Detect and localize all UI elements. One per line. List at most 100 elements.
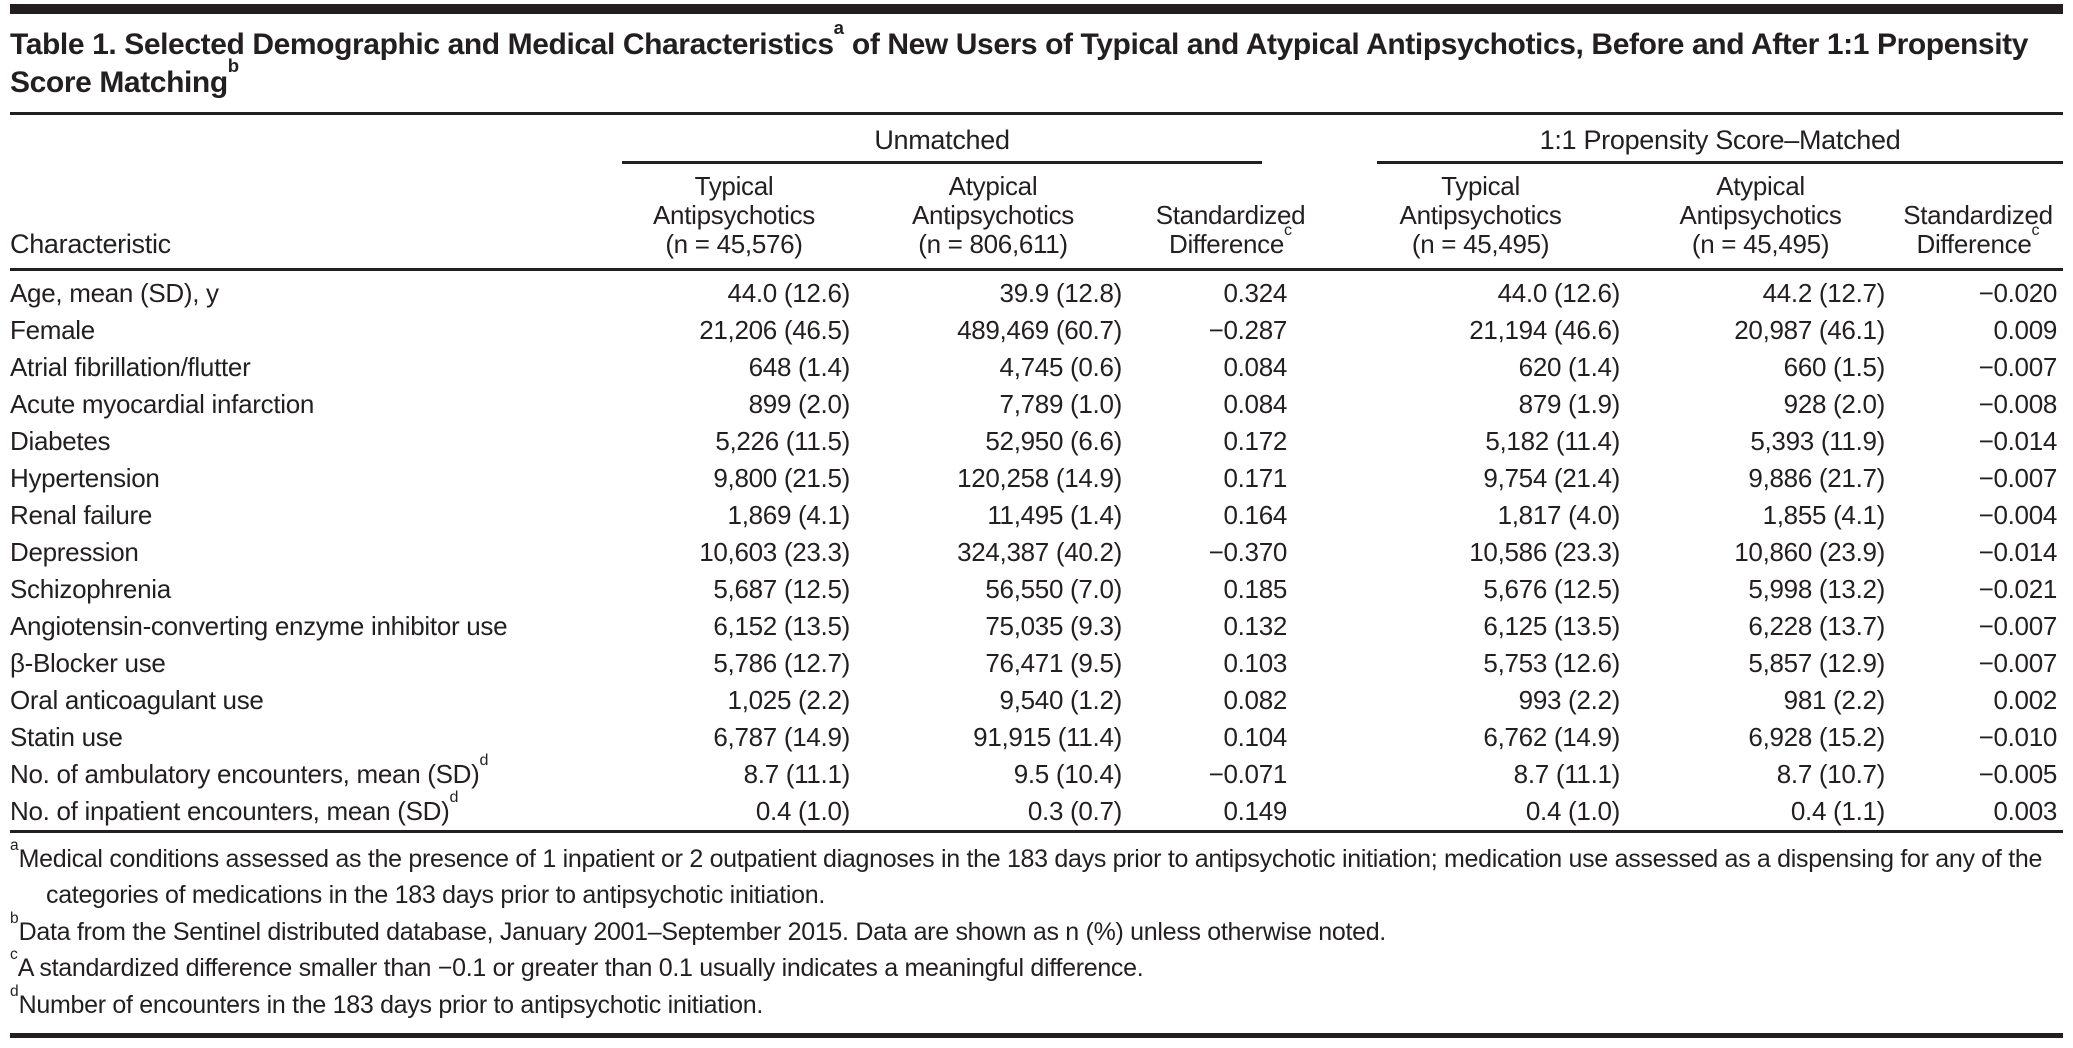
table-body: Age, mean (SD), y 44.0 (12.6) 39.9 (12.8… (10, 269, 2064, 833)
cell-matched-std-diff: −0.020 (1978, 277, 2058, 308)
cell-unmatched-std-diff: 0.084 (1223, 388, 1288, 419)
cell-unmatched-std-diff: 0.185 (1223, 573, 1288, 604)
cell-matched-atypical: 6,228 (13.7) (1748, 610, 1886, 641)
cell-unmatched-atypical: 9.5 (10.4) (1013, 758, 1123, 789)
cell-matched-typical: 8.7 (11.1) (1513, 758, 1621, 789)
table-title: Table 1. Selected Demographic and Medica… (10, 18, 2063, 102)
column-header-matched-std-diff: Standardized Differencec (1893, 163, 2064, 271)
cell-unmatched-typical: 5,786 (12.7) (713, 647, 850, 678)
table-row: Renal failure 1,869 (4.1) 11,495 (1.4) 0… (10, 497, 2063, 534)
top-rule (10, 4, 2063, 14)
cell-unmatched-typical: 5,226 (11.5) (715, 425, 850, 456)
characteristic-label: Schizophrenia (10, 573, 171, 604)
cell-unmatched-std-diff: 0.171 (1223, 462, 1288, 493)
cell-unmatched-std-diff: 0.103 (1223, 647, 1288, 678)
cell-matched-std-diff: −0.010 (1978, 721, 2058, 752)
group-header-row: Unmatched 1:1 Propensity Score–Matched (10, 115, 2064, 164)
cell-matched-atypical: 0.4 (1.1) (1628, 792, 1894, 833)
characteristic-label: Atrial fibrillation/flutter (10, 351, 251, 382)
characteristics-table: Unmatched 1:1 Propensity Score–Matched C… (10, 115, 2064, 833)
cell-unmatched-typical: 10,603 (23.3) (699, 536, 850, 567)
cell-unmatched-atypical: 324,387 (40.2) (957, 536, 1122, 567)
cell-matched-typical: 5,753 (12.6) (1483, 647, 1621, 678)
column-header-unmatched-typical: Typical Antipsychotics (n = 45,576) (610, 163, 858, 271)
cell-matched-typical: 5,182 (11.4) (1485, 425, 1621, 456)
characteristic-label: Hypertension (10, 462, 160, 493)
cell-matched-typical: 44.0 (12.6) (1497, 277, 1621, 308)
cell-matched-typical: 620 (1.4) (1518, 351, 1621, 382)
cell-matched-typical: 10,586 (23.3) (1469, 536, 1621, 567)
cell-unmatched-std-diff: −0.071 (1208, 758, 1288, 789)
characteristic-label: β-Blocker use (10, 647, 166, 678)
cell-unmatched-typical: 6,152 (13.5) (713, 610, 850, 641)
cell-matched-atypical: 928 (2.0) (1783, 388, 1886, 419)
table-row: Schizophrenia 5,687 (12.5) 56,550 (7.0) … (10, 571, 2063, 608)
title-footnote-marker-b: b (227, 54, 240, 76)
footnote: cA standardized difference smaller than … (10, 946, 1144, 983)
table-row: Hypertension 9,800 (21.5) 120,258 (14.9)… (10, 460, 2063, 497)
cell-matched-std-diff: 0.009 (1993, 314, 2058, 345)
cell-matched-std-diff: −0.005 (1978, 758, 2058, 789)
cell-matched-atypical: 44.2 (12.7) (1762, 277, 1886, 308)
cell-unmatched-std-diff: 0.164 (1223, 499, 1288, 530)
cell-unmatched-atypical: 75,035 (9.3) (985, 610, 1122, 641)
cell-matched-std-diff: −0.007 (1978, 351, 2058, 382)
footnotes: aMedical conditions assessed as the pres… (10, 837, 2063, 1024)
table-row: Age, mean (SD), y 44.0 (12.6) 39.9 (12.8… (10, 269, 2063, 312)
characteristic-label: Acute myocardial infarction (10, 388, 315, 419)
characteristic-label: Oral anticoagulant use (10, 684, 264, 715)
table-row: Angiotensin-converting enzyme inhibitor … (10, 608, 2063, 645)
cell-unmatched-typical: 5,687 (12.5) (713, 573, 850, 604)
cell-unmatched-atypical: 91,915 (11.4) (973, 721, 1122, 752)
cell-matched-std-diff: 0.002 (1993, 684, 2058, 715)
cell-matched-std-diff: −0.021 (1978, 573, 2058, 604)
cell-unmatched-atypical: 11,495 (1.4) (987, 499, 1122, 530)
title-text-2: of New Users of Typical and Atypical Ant… (10, 28, 2029, 99)
cell-matched-atypical: 981 (2.2) (1783, 684, 1886, 715)
cell-unmatched-atypical: 52,950 (6.6) (985, 425, 1122, 456)
column-header-characteristic: Characteristic (10, 163, 610, 271)
cell-unmatched-typical: 648 (1.4) (748, 351, 851, 382)
cell-matched-atypical: 20,987 (46.1) (1734, 314, 1886, 345)
characteristic-label: Angiotensin-converting enzyme inhibitor … (10, 610, 508, 641)
cell-matched-atypical: 5,857 (12.9) (1748, 647, 1886, 678)
cell-matched-atypical: 10,860 (23.9) (1734, 536, 1886, 567)
cell-matched-typical: 6,125 (13.5) (1483, 610, 1621, 641)
cell-unmatched-std-diff: 0.132 (1223, 610, 1288, 641)
title-text-1: Table 1. Selected Demographic and Medica… (10, 28, 834, 61)
cell-matched-atypical: 9,886 (21.7) (1748, 462, 1886, 493)
cell-matched-atypical: 660 (1.5) (1783, 351, 1886, 382)
footnote: bData from the Sentinel distributed data… (10, 909, 1386, 946)
cell-unmatched-atypical: 120,258 (14.9) (957, 462, 1122, 493)
title-rule (10, 111, 2063, 115)
cell-matched-std-diff: −0.004 (1978, 499, 2058, 530)
cell-unmatched-typical: 0.4 (1.0) (610, 792, 858, 833)
column-header-row: Characteristic Typical Antipsychotics (n… (10, 163, 2064, 271)
characteristic-label: Age, mean (SD), y (10, 277, 219, 308)
cell-matched-std-diff: −0.007 (1978, 647, 2058, 678)
cell-matched-std-diff: −0.014 (1978, 425, 2058, 456)
group-header-unmatched: Unmatched (610, 115, 1333, 164)
cell-unmatched-typical: 8.7 (11.1) (743, 758, 851, 789)
cell-matched-atypical: 8.7 (10.7) (1776, 758, 1886, 789)
cell-matched-std-diff: 0.003 (1893, 792, 2064, 833)
cell-matched-typical: 5,676 (12.5) (1483, 573, 1621, 604)
cell-unmatched-std-diff: 0.172 (1223, 425, 1288, 456)
group-label-matched: 1:1 Propensity Score–Matched (1539, 124, 1901, 155)
cell-unmatched-std-diff: 0.324 (1223, 277, 1288, 308)
cell-matched-atypical: 1,855 (4.1) (1762, 499, 1886, 530)
cell-matched-typical: 993 (2.2) (1518, 684, 1621, 715)
cell-unmatched-std-diff: −0.370 (1208, 536, 1288, 567)
group-label-unmatched: Unmatched (874, 124, 1010, 155)
cell-matched-std-diff: −0.007 (1978, 610, 2058, 641)
cell-unmatched-std-diff: 0.149 (1128, 792, 1334, 833)
cell-matched-typical: 879 (1.9) (1518, 388, 1621, 419)
cell-unmatched-atypical: 7,789 (1.0) (999, 388, 1123, 419)
cell-unmatched-atypical: 0.3 (0.7) (858, 792, 1128, 833)
group-header-matched: 1:1 Propensity Score–Matched (1333, 115, 2064, 164)
table-row: Statin use 6,787 (14.9) 91,915 (11.4) 0.… (10, 719, 2063, 756)
cell-matched-std-diff: −0.007 (1978, 462, 2058, 493)
cell-matched-atypical: 6,928 (15.2) (1748, 721, 1886, 752)
cell-matched-atypical: 5,998 (13.2) (1748, 573, 1886, 604)
